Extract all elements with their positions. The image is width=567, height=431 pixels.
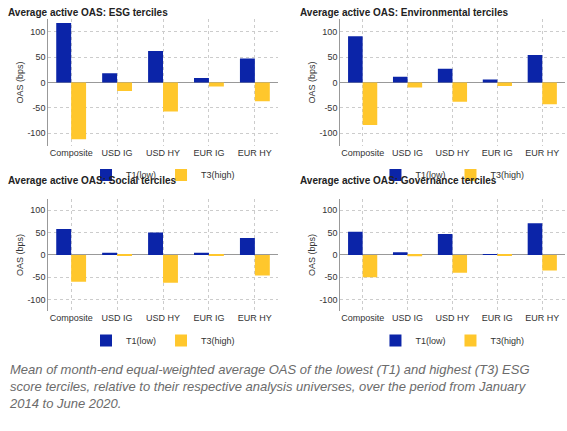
- svg-text:50: 50: [327, 228, 337, 238]
- svg-text:Average active OAS: Social ter: Average active OAS: Social terciles: [8, 175, 176, 186]
- svg-text:EUR HY: EUR HY: [238, 313, 272, 323]
- svg-text:EUR HY: EUR HY: [238, 148, 272, 158]
- svg-text:100: 100: [322, 27, 337, 37]
- svg-text:USD IG: USD IG: [102, 313, 133, 323]
- svg-text:EUR IG: EUR IG: [482, 313, 513, 323]
- svg-text:-100: -100: [27, 128, 45, 138]
- svg-text:Average active OAS: Environmen: Average active OAS: Environmental tercil…: [300, 7, 508, 18]
- svg-text:T1(low): T1(low): [415, 170, 445, 180]
- svg-text:OAS (bps): OAS (bps): [307, 61, 317, 103]
- svg-text:-100: -100: [319, 128, 337, 138]
- svg-text:100: 100: [30, 205, 45, 215]
- svg-text:0: 0: [40, 250, 45, 260]
- svg-text:50: 50: [327, 52, 337, 62]
- svg-text:Average active OAS: ESG tercil: Average active OAS: ESG terciles: [8, 7, 168, 18]
- svg-text:USD HY: USD HY: [146, 148, 180, 158]
- svg-text:T3(high): T3(high): [201, 170, 235, 180]
- svg-text:T1(low): T1(low): [415, 336, 445, 346]
- svg-text:EUR HY: EUR HY: [525, 313, 559, 323]
- svg-text:USD IG: USD IG: [102, 148, 133, 158]
- svg-text:EUR IG: EUR IG: [482, 148, 513, 158]
- svg-text:USD IG: USD IG: [392, 148, 423, 158]
- svg-text:50: 50: [35, 52, 45, 62]
- svg-text:T3(high): T3(high): [490, 336, 524, 346]
- html-text:Mean of month-end equal-weight: Mean of month-end equal-weighted average…: [10, 362, 530, 411]
- svg-text:-50: -50: [324, 103, 337, 113]
- svg-text:-100: -100: [27, 295, 45, 305]
- svg-text:EUR IG: EUR IG: [193, 313, 224, 323]
- svg-text:50: 50: [35, 228, 45, 238]
- svg-text:-50: -50: [32, 272, 45, 282]
- svg-text:0: 0: [40, 78, 45, 88]
- svg-text:T1(low): T1(low): [126, 336, 156, 346]
- svg-text:Average active OAS: Governance: Average active OAS: Governance terciles: [300, 175, 497, 186]
- svg-text:T1(low): T1(low): [126, 170, 156, 180]
- svg-text:-50: -50: [324, 272, 337, 282]
- svg-text:-100: -100: [319, 295, 337, 305]
- svg-text:OAS (bps): OAS (bps): [15, 234, 25, 276]
- svg-text:100: 100: [322, 205, 337, 215]
- svg-text:100: 100: [30, 27, 45, 37]
- svg-text:0: 0: [332, 250, 337, 260]
- svg-text:Composite: Composite: [50, 148, 93, 158]
- svg-text:USD HY: USD HY: [435, 148, 469, 158]
- svg-text:USD IG: USD IG: [392, 313, 423, 323]
- svg-text:Composite: Composite: [341, 313, 384, 323]
- svg-text:OAS (bps): OAS (bps): [15, 61, 25, 103]
- svg-text:Composite: Composite: [341, 148, 384, 158]
- svg-text:0: 0: [332, 78, 337, 88]
- svg-text:USD HY: USD HY: [435, 313, 469, 323]
- svg-text:-50: -50: [32, 103, 45, 113]
- svg-text:T3(high): T3(high): [490, 170, 524, 180]
- svg-text:EUR IG: EUR IG: [193, 148, 224, 158]
- svg-text:OAS (bps): OAS (bps): [307, 234, 317, 276]
- svg-text:USD HY: USD HY: [146, 313, 180, 323]
- svg-text:T3(high): T3(high): [201, 336, 235, 346]
- svg-text:EUR HY: EUR HY: [525, 148, 559, 158]
- svg-text:Composite: Composite: [50, 313, 93, 323]
